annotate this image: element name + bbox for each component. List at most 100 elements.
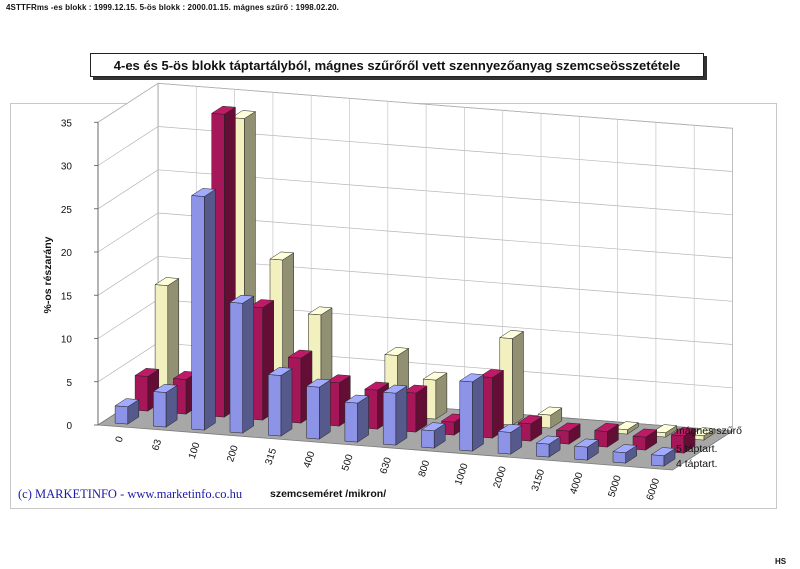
bar-top: [535, 435, 561, 445]
bar-front: [114, 405, 129, 425]
bar-top: [650, 447, 676, 456]
y-tick-label: 20: [61, 248, 73, 259]
bar-4-táptart-1000: [459, 373, 485, 452]
bar-top: [499, 330, 525, 339]
bar-top: [230, 110, 257, 119]
bar-top: [210, 105, 237, 115]
legend-label: 4 táptart.: [676, 458, 717, 470]
x-tick-label: 3150: [530, 468, 547, 493]
bar-top: [384, 347, 410, 356]
bar-4-táptart-800: [420, 422, 446, 449]
bar-side: [492, 369, 504, 439]
bar-front: [536, 442, 550, 458]
y-tick-label: 15: [61, 291, 73, 302]
bar-top: [307, 306, 333, 316]
bar-4-táptart-315: [267, 367, 293, 437]
bar-top: [267, 367, 293, 376]
copyright-credit: (c) MARKETINFO - www.marketinfo.co.hu: [18, 487, 243, 501]
bar-front: [382, 391, 397, 446]
bar-top: [287, 349, 313, 359]
bar-top: [652, 424, 678, 433]
bar-front: [612, 451, 626, 464]
bar-top: [479, 369, 505, 378]
bar-front: [497, 431, 512, 455]
bar-top: [670, 427, 696, 437]
bar-top: [344, 394, 370, 404]
y-tick-label: 10: [61, 335, 73, 346]
y-tick-label: 5: [66, 378, 72, 389]
bar-5-táptart-5000: [632, 428, 658, 451]
bar-4-táptart-2000: [497, 424, 523, 455]
x-tick-label: 315: [264, 447, 280, 467]
bar-top: [325, 374, 352, 384]
bar-top: [190, 188, 217, 197]
bar-top: [249, 299, 275, 308]
bar-top: [632, 428, 658, 438]
bar-top: [555, 422, 581, 432]
bar-top: [152, 384, 178, 393]
bar-side: [357, 395, 369, 443]
legend-label: mágnes szűrő: [676, 425, 742, 437]
legend-label: 5 táptart.: [676, 443, 717, 455]
bar-side: [204, 188, 216, 431]
y-tick-label: 25: [61, 205, 73, 216]
bar-side: [319, 379, 331, 440]
bar-front: [191, 195, 205, 431]
x-tick-label: 5000: [607, 474, 624, 499]
bar-top: [134, 368, 160, 377]
bar-4-táptart-6000: [650, 447, 676, 467]
y-axis-title: %-os részarány: [42, 236, 54, 313]
bar-side: [512, 330, 524, 426]
bar-front: [268, 374, 282, 437]
bar-front: [306, 385, 320, 440]
bar-4-táptart-4000: [573, 438, 600, 461]
bar-top: [690, 427, 716, 436]
bar-4-táptart-200: [229, 294, 255, 434]
bar-front: [459, 380, 473, 452]
y-tick-label: 35: [61, 118, 73, 129]
x-axis-title: szemcseméret /mikron/: [270, 488, 387, 500]
bar-front: [651, 454, 665, 467]
x-tick-label: 400: [302, 450, 318, 470]
header-info: 4STTFRms -es blokk : 1999.12.15. 5-ös bl…: [6, 3, 340, 12]
bar-top: [382, 384, 408, 394]
bar-4-táptart-100: [190, 188, 217, 431]
x-tick-label: 200: [225, 444, 241, 464]
x-tick-label: 6000: [645, 477, 662, 502]
bar-top: [459, 373, 485, 383]
x-tick-label: 2000: [492, 465, 509, 490]
bar-front: [574, 445, 588, 461]
bar-top: [422, 371, 448, 381]
bar-top: [420, 422, 446, 432]
bar-4-táptart-0: [114, 398, 140, 425]
bar-top: [269, 251, 295, 261]
x-tick-label: 630: [378, 456, 394, 476]
bar-side: [435, 372, 448, 420]
bar-top: [229, 294, 255, 304]
bar-top: [573, 438, 600, 448]
x-tick-label: 1000: [453, 462, 470, 487]
bar-side: [395, 385, 408, 446]
x-tick-label: 800: [417, 459, 433, 479]
bar-top: [402, 384, 428, 394]
bar-4-táptart-3150: [535, 435, 561, 458]
x-tick-label: 100: [187, 441, 203, 461]
bar-4-táptart-500: [344, 394, 370, 443]
bar-front: [153, 391, 167, 428]
bar-4-táptart-63: [152, 384, 178, 428]
x-tick-label: 0: [114, 435, 126, 444]
bar-side: [242, 295, 254, 434]
bar-front: [229, 302, 243, 434]
bar-top: [612, 444, 638, 453]
y-tick-label: 0: [66, 421, 72, 432]
bar-front: [344, 401, 358, 443]
x-tick-label: 500: [340, 453, 356, 473]
bar-4-táptart-400: [305, 378, 332, 440]
bar-top: [537, 406, 563, 416]
bar-front: [421, 429, 435, 449]
bar-top: [364, 381, 390, 391]
x-tick-label: 4000: [568, 471, 585, 496]
bar-side: [472, 374, 484, 452]
chart-title: 4-es és 5-ös blokk táptartályból, mágnes…: [90, 53, 704, 77]
bar-side: [415, 385, 428, 433]
